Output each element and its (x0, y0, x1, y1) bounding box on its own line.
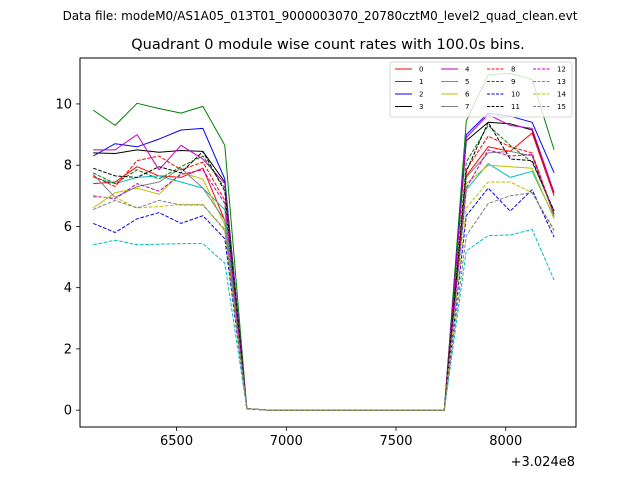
x-tick-label: 7000 (270, 434, 303, 449)
chart-suptitle: Data file: modeM0/AS1A05_013T01_90000030… (63, 9, 578, 23)
x-tick-label: 6500 (160, 434, 193, 449)
series-line-8 (92, 135, 555, 411)
y-tick-label: 4 (64, 281, 72, 296)
legend-label-5: 5 (465, 78, 469, 86)
legend-label-12: 12 (557, 66, 566, 74)
plot-area (80, 58, 576, 427)
y-tick-label: 0 (64, 404, 72, 419)
legend-label-0: 0 (419, 66, 423, 74)
y-axis: 0 2 4 6 8 10 (55, 97, 80, 419)
legend-label-3: 3 (419, 103, 423, 111)
legend-label-6: 6 (465, 91, 470, 99)
x-tick-label: 8000 (489, 434, 522, 449)
legend-label-1: 1 (419, 78, 423, 86)
series-lines (92, 72, 555, 411)
legend-label-9: 9 (511, 78, 515, 86)
legend-label-10: 10 (511, 91, 520, 99)
series-line-9 (92, 124, 555, 411)
legend-label-11: 11 (511, 103, 520, 111)
legend-label-8: 8 (511, 66, 515, 74)
series-line-15 (93, 192, 555, 411)
x-axis: 6500 7000 7500 8000 (160, 427, 522, 449)
axes-frame (79, 57, 577, 428)
y-tick-label: 6 (64, 220, 72, 235)
legend-label-14: 14 (557, 91, 566, 99)
y-tick-label: 2 (64, 342, 72, 357)
legend-label-15: 15 (557, 103, 566, 111)
series-line-14 (93, 181, 555, 411)
legend-label-7: 7 (465, 103, 469, 111)
chart-title: Quadrant 0 module wise count rates with … (131, 37, 525, 53)
y-tick-label: 8 (64, 159, 72, 174)
y-tick-label: 10 (55, 97, 72, 112)
x-tick-label: 7500 (379, 434, 412, 449)
legend-label-4: 4 (465, 66, 470, 74)
legend-label-2: 2 (419, 91, 423, 99)
legend-box (389, 61, 573, 118)
x-offset-label: +3.024e8 (511, 455, 575, 470)
legend-label-13: 13 (557, 78, 566, 86)
